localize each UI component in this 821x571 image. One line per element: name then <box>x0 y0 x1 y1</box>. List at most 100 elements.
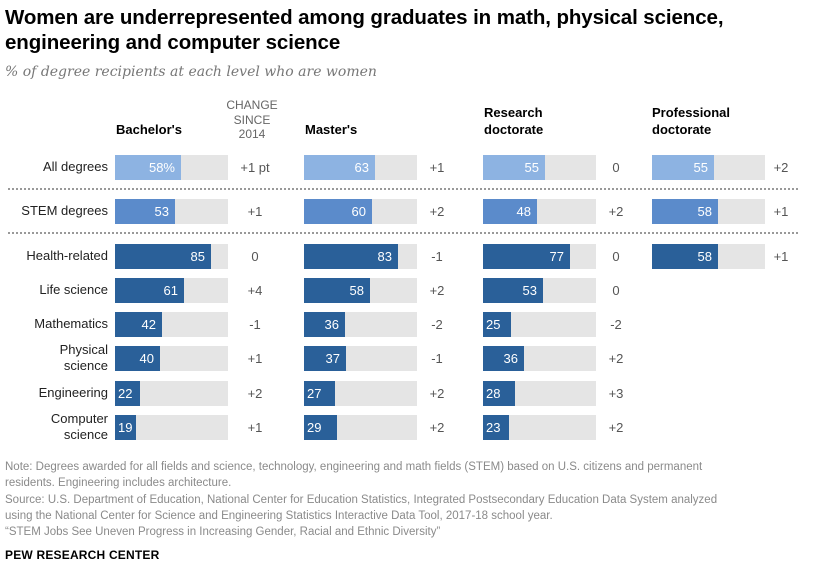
bar-track: 61 <box>115 277 228 303</box>
bar-value-label: 53 <box>522 282 537 298</box>
bar <box>483 380 515 406</box>
bar <box>483 345 524 371</box>
bar-value-label: 28 <box>486 385 501 401</box>
header-line: doctorate <box>652 122 712 137</box>
bar-track: 58% <box>115 154 228 180</box>
bar-value-label: 83 <box>377 248 392 264</box>
row-label-line: Health-related <box>26 248 108 263</box>
bar-value-label: 37 <box>325 350 340 366</box>
source-line: “STEM Jobs See Uneven Progress in Increa… <box>5 526 441 539</box>
change-value: +1 <box>247 350 263 366</box>
bar-track: 63 <box>304 154 417 180</box>
bar-value-label: 36 <box>324 316 339 332</box>
bar <box>304 277 370 303</box>
change-value: +2 <box>429 282 445 298</box>
bar <box>115 154 181 180</box>
column-header-research-doctorate: Research doctorate <box>484 104 543 138</box>
change-value: +2 <box>429 203 445 219</box>
brand-logo-text: PEW RESEARCH CENTER <box>5 548 160 562</box>
bar-value-label: 58% <box>148 159 175 175</box>
bar <box>304 380 335 406</box>
row-label-line: STEM degrees <box>21 203 108 218</box>
bar <box>652 243 718 269</box>
header-line: Research <box>484 105 543 120</box>
column-header-masters: Master's <box>305 122 358 137</box>
bar <box>483 243 570 269</box>
change-value: +1 <box>247 203 263 219</box>
chart-subtitle: % of degree recipients at each level who… <box>5 64 377 80</box>
bar <box>304 154 375 180</box>
change-value: -1 <box>431 248 443 264</box>
change-value: -1 <box>431 350 443 366</box>
change-value: +2 <box>429 419 445 435</box>
note-line: residents. Engineering includes architec… <box>5 477 232 490</box>
change-value: +1 pt <box>240 159 270 175</box>
bar-value-label: 85 <box>190 248 205 264</box>
bar-track: 85 <box>115 243 228 269</box>
note-line: Note: Degrees awarded for all fields and… <box>5 461 703 473</box>
bar-value-label: 23 <box>486 419 501 435</box>
bar-value-label: 60 <box>351 203 366 219</box>
change-value: 0 <box>612 159 620 175</box>
bar-track: 40 <box>115 345 228 371</box>
change-value: +1 <box>773 248 789 264</box>
row-label-line: Mathematics <box>34 316 108 331</box>
divider-dotted <box>8 188 798 190</box>
bar-track: 58 <box>652 198 765 224</box>
column-header-bachelors: Bachelor's <box>116 122 182 137</box>
row-label-line: All degrees <box>42 159 108 174</box>
bar-track: 27 <box>304 380 417 406</box>
bar <box>652 154 714 180</box>
row-label: All degrees <box>43 159 108 175</box>
change-value: +2 <box>247 385 263 401</box>
source-line: Source: U.S. Department of Education, Na… <box>5 493 718 506</box>
change-value: +4 <box>247 282 263 298</box>
bar-value-label: 63 <box>354 159 369 175</box>
row-label-line: science <box>63 427 108 442</box>
bar-track: 48 <box>483 198 596 224</box>
change-value: +3 <box>608 385 624 401</box>
bar-value-label: 29 <box>307 419 322 435</box>
bar <box>115 380 140 406</box>
change-header-line: SINCE <box>233 112 271 127</box>
change-value: +1 <box>429 159 445 175</box>
bar-track: 42 <box>115 311 228 337</box>
bar-value-label: 27 <box>307 385 322 401</box>
bar-track: 58 <box>652 243 765 269</box>
row-label: Physical science <box>60 342 108 374</box>
change-value: +2 <box>608 350 624 366</box>
bar-track: 55 <box>483 154 596 180</box>
change-value: +2 <box>608 203 624 219</box>
bar-track: 55 <box>652 154 765 180</box>
row-label: STEM degrees <box>21 203 108 219</box>
bar <box>483 198 537 224</box>
change-header-line: 2014 <box>238 127 266 141</box>
bar-track: 19 <box>115 414 228 440</box>
change-value: -2 <box>610 316 622 332</box>
bar-value-label: 48 <box>516 203 531 219</box>
bar <box>115 414 136 440</box>
bar <box>483 277 543 303</box>
bar-value-label: 42 <box>141 316 156 332</box>
row-label: Mathematics <box>34 316 108 332</box>
bar <box>115 311 162 337</box>
bar-track: 37 <box>304 345 417 371</box>
source-line: using the National Center for Science an… <box>5 509 553 522</box>
change-value: +2 <box>773 159 789 175</box>
bar <box>115 277 184 303</box>
bar-track: 83 <box>304 243 417 269</box>
bar-value-label: 77 <box>549 248 564 264</box>
bar-value-label: 55 <box>693 159 708 175</box>
change-header-line: CHANGE <box>226 98 278 112</box>
header-line: Professional <box>652 105 731 120</box>
row-label-line: Engineering <box>38 385 108 400</box>
row-label-line: science <box>63 358 108 373</box>
change-value: 0 <box>612 282 620 298</box>
bar-value-label: 61 <box>163 282 178 298</box>
bar-value-label: 55 <box>524 159 539 175</box>
bar-track: 60 <box>304 198 417 224</box>
bar-value-label: 58 <box>697 203 712 219</box>
bar <box>483 311 511 337</box>
bar-value-label: 58 <box>697 248 712 264</box>
bar-value-label: 22 <box>118 385 133 401</box>
